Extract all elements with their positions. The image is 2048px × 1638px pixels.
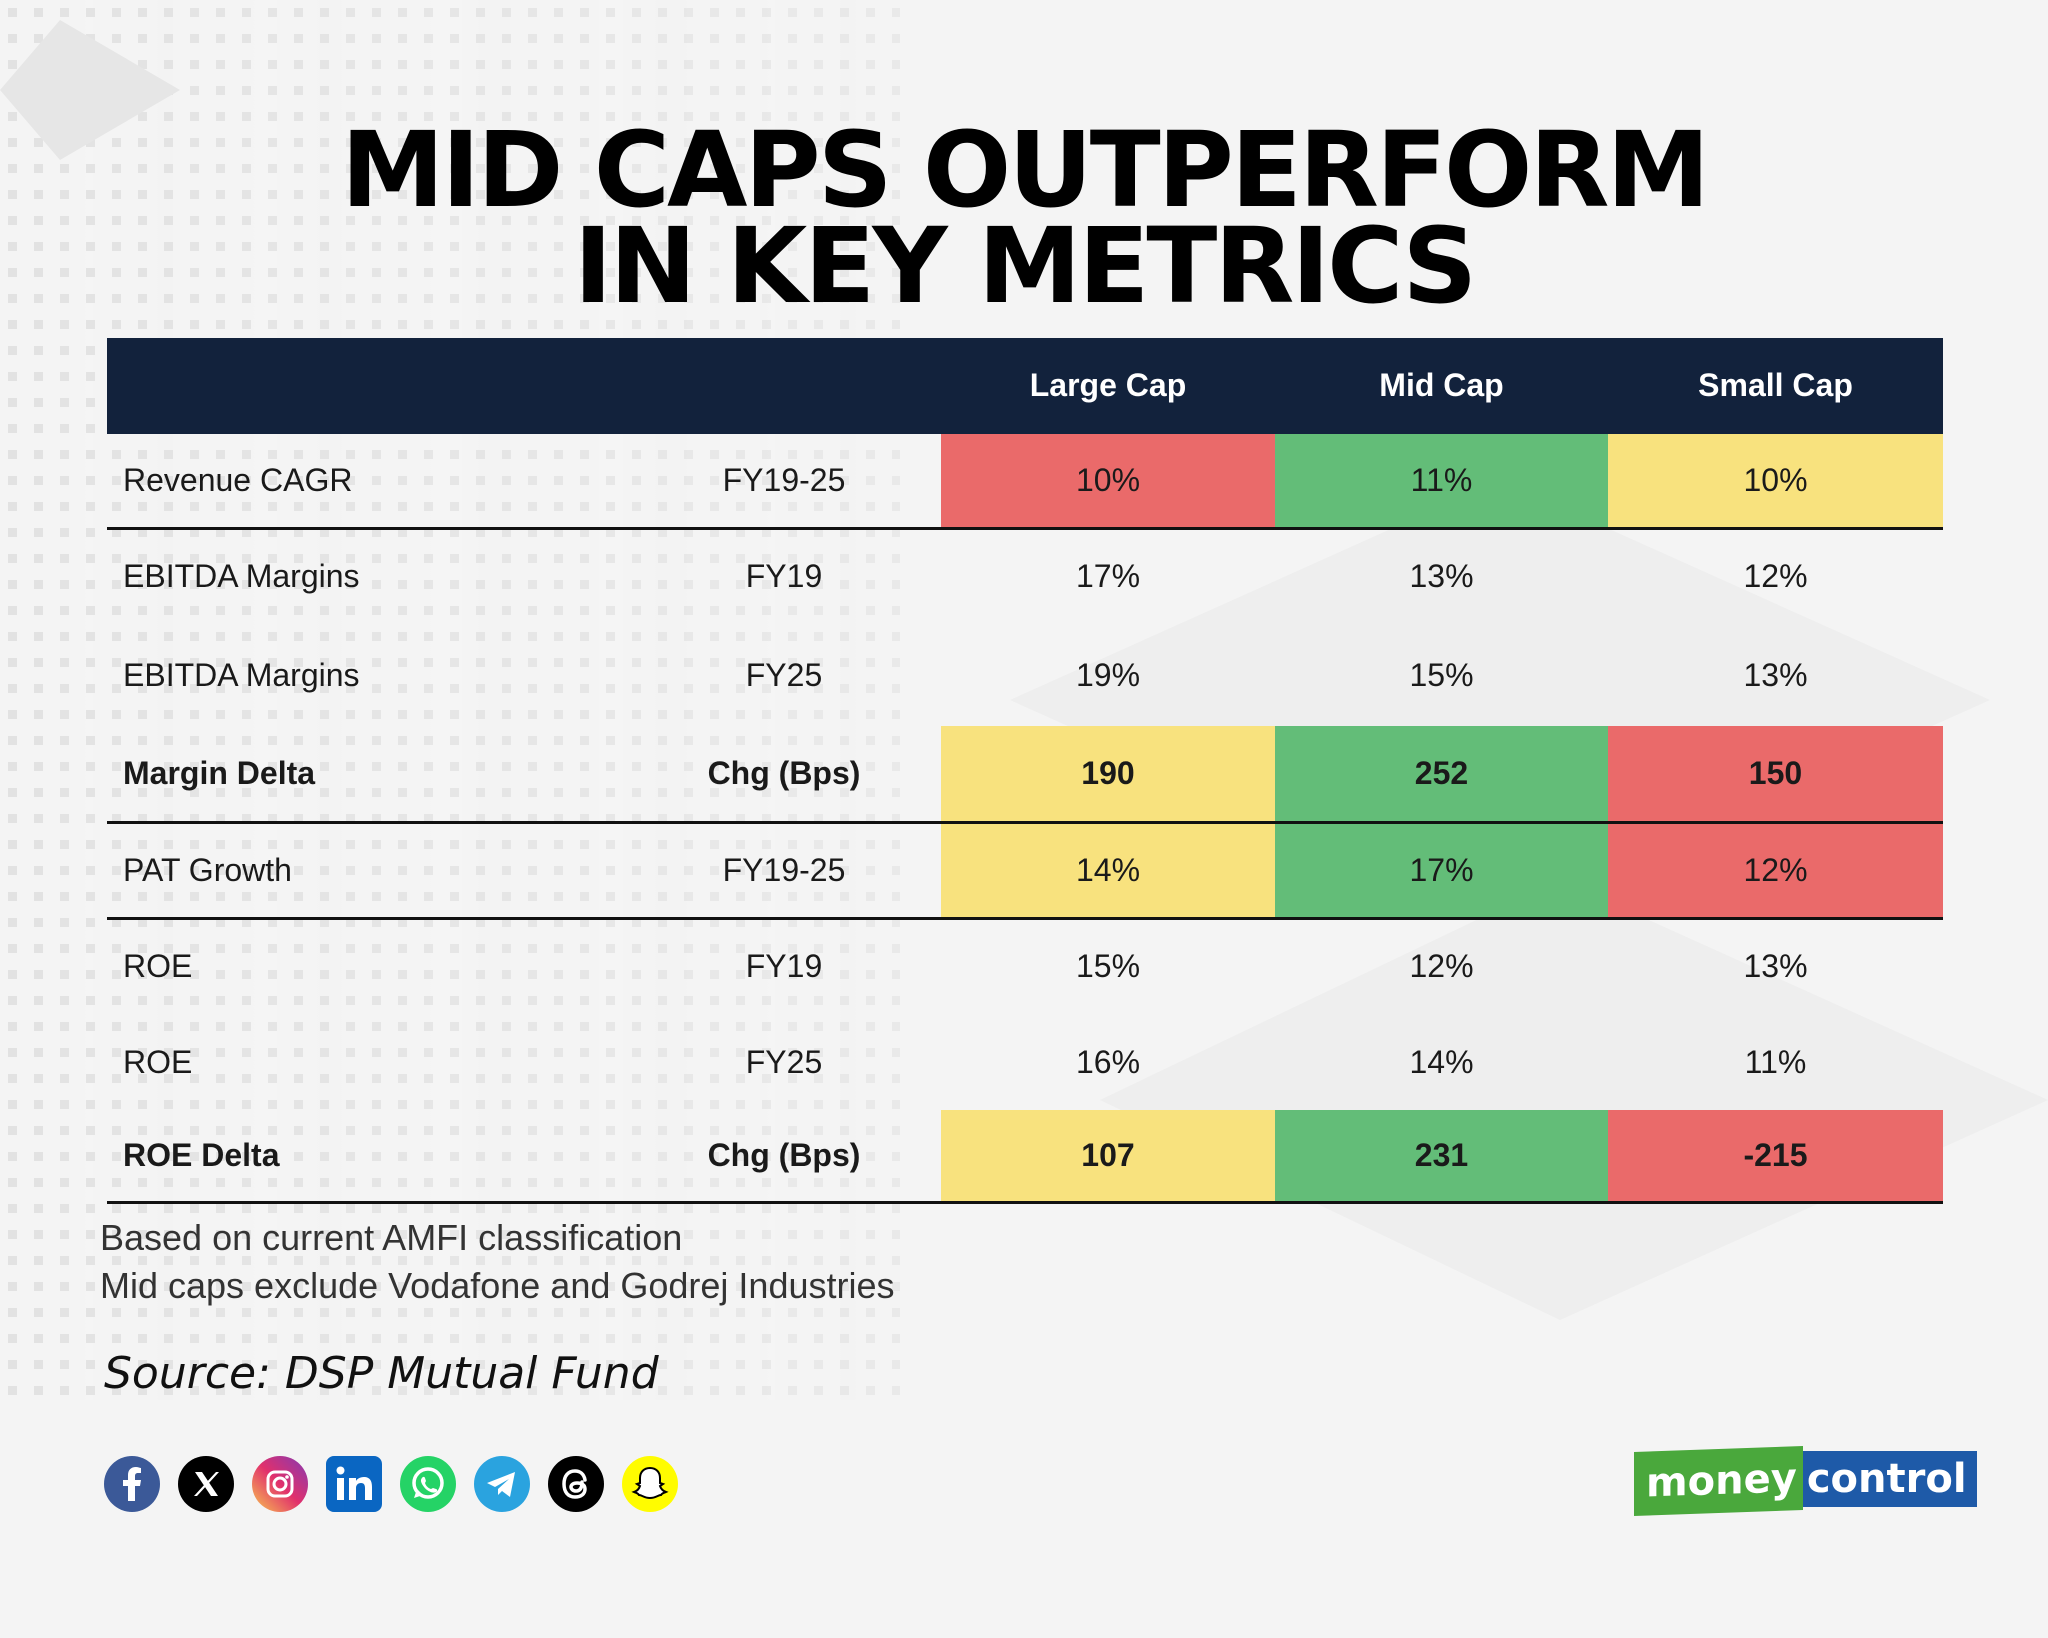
mid-cap-value: 17% bbox=[1275, 822, 1608, 920]
table-row: EBITDA Margins FY19 17% 13% 12% bbox=[107, 528, 1943, 624]
table-row: Revenue CAGR FY19-25 10% 11% 10% bbox=[107, 434, 1943, 530]
mid-cap-value: 11% bbox=[1275, 434, 1608, 530]
linkedin-icon[interactable] bbox=[326, 1456, 382, 1512]
mid-cap-value: 14% bbox=[1409, 1043, 1474, 1080]
footnote-1: Based on current AMFI classification bbox=[100, 1217, 683, 1258]
period-label: FY25 bbox=[745, 1043, 823, 1080]
header-blank-period bbox=[627, 338, 941, 434]
table-header-row: Large Cap Mid Cap Small Cap bbox=[107, 338, 1943, 434]
period-label: FY19 bbox=[745, 948, 823, 985]
period-label: FY25 bbox=[745, 656, 823, 693]
logo-part-money: money bbox=[1634, 1446, 1803, 1516]
period-label: FY19 bbox=[745, 558, 823, 595]
period-label: Chg (Bps) bbox=[627, 1110, 941, 1204]
header-small-cap: Small Cap bbox=[1698, 367, 1853, 403]
table-row: ROE FY25 16% 14% 11% bbox=[107, 1014, 1943, 1110]
mid-cap-value: 252 bbox=[1275, 726, 1608, 824]
period-label: FY19-25 bbox=[627, 434, 941, 530]
large-cap-value: 16% bbox=[1075, 1043, 1141, 1080]
large-cap-value: 17% bbox=[1075, 558, 1141, 595]
large-cap-value: 10% bbox=[941, 434, 1275, 530]
small-cap-value: -215 bbox=[1608, 1110, 1943, 1204]
snapchat-icon[interactable] bbox=[622, 1456, 678, 1512]
page-title-line-2: IN KEY METRICS bbox=[573, 205, 1478, 327]
header-blank-metric bbox=[107, 338, 627, 434]
facebook-icon[interactable] bbox=[104, 1456, 160, 1512]
mid-cap-value: 12% bbox=[1409, 948, 1474, 985]
metric-label: ROE Delta bbox=[107, 1110, 627, 1204]
metric-label: PAT Growth bbox=[107, 822, 627, 920]
small-cap-value: 12% bbox=[1608, 822, 1943, 920]
footnotes: Based on current AMFI classification Mid… bbox=[100, 1214, 895, 1310]
period-label: Chg (Bps) bbox=[627, 726, 941, 824]
large-cap-value: 15% bbox=[1075, 948, 1141, 985]
header-large-cap: Large Cap bbox=[1029, 367, 1187, 403]
footnote-2: Mid caps exclude Vodafone and Godrej Ind… bbox=[100, 1265, 895, 1306]
table-row: ROE FY19 15% 12% 13% bbox=[107, 918, 1943, 1014]
large-cap-value: 19% bbox=[1075, 656, 1141, 693]
instagram-icon[interactable] bbox=[252, 1456, 308, 1512]
large-cap-value: 190 bbox=[941, 726, 1275, 824]
header-mid-cap: Mid Cap bbox=[1379, 367, 1504, 403]
mid-cap-value: 15% bbox=[1409, 656, 1474, 693]
threads-icon[interactable] bbox=[548, 1456, 604, 1512]
small-cap-value: 12% bbox=[1743, 558, 1808, 595]
large-cap-value: 107 bbox=[941, 1110, 1275, 1204]
mid-cap-value: 13% bbox=[1409, 558, 1474, 595]
metrics-table: Large Cap Mid Cap Small Cap Revenue CAGR… bbox=[107, 338, 1943, 1204]
metric-label: EBITDA Margins bbox=[123, 558, 360, 595]
table-row: EBITDA Margins FY25 19% 15% 13% bbox=[107, 624, 1943, 726]
period-label: FY19-25 bbox=[627, 822, 941, 920]
moneycontrol-logo: money control bbox=[1634, 1446, 1977, 1516]
whatsapp-icon[interactable] bbox=[400, 1456, 456, 1512]
source-credit: Source: DSP Mutual Fund bbox=[104, 1348, 659, 1399]
small-cap-value: 11% bbox=[1744, 1043, 1807, 1080]
small-cap-value: 150 bbox=[1608, 726, 1943, 824]
table-row: ROE Delta Chg (Bps) 107 231 -215 bbox=[107, 1110, 1943, 1204]
metric-label: EBITDA Margins bbox=[123, 656, 360, 693]
page-title-line-1: MID CAPS OUTPERFORM bbox=[340, 109, 1710, 231]
table-row: PAT Growth FY19-25 14% 17% 12% bbox=[107, 822, 1943, 920]
metric-label: ROE bbox=[123, 948, 193, 985]
small-cap-value: 10% bbox=[1608, 434, 1943, 530]
telegram-icon[interactable] bbox=[474, 1456, 530, 1512]
logo-part-control: control bbox=[1802, 1451, 1977, 1507]
metric-label: ROE bbox=[123, 1043, 193, 1080]
metric-label: Revenue CAGR bbox=[107, 434, 627, 530]
small-cap-value: 13% bbox=[1743, 948, 1808, 985]
metric-label: Margin Delta bbox=[107, 726, 627, 824]
x-icon[interactable] bbox=[178, 1456, 234, 1512]
small-cap-value: 13% bbox=[1743, 656, 1808, 693]
table-row: Margin Delta Chg (Bps) 190 252 150 bbox=[107, 726, 1943, 824]
mid-cap-value: 231 bbox=[1275, 1110, 1608, 1204]
large-cap-value: 14% bbox=[941, 822, 1275, 920]
